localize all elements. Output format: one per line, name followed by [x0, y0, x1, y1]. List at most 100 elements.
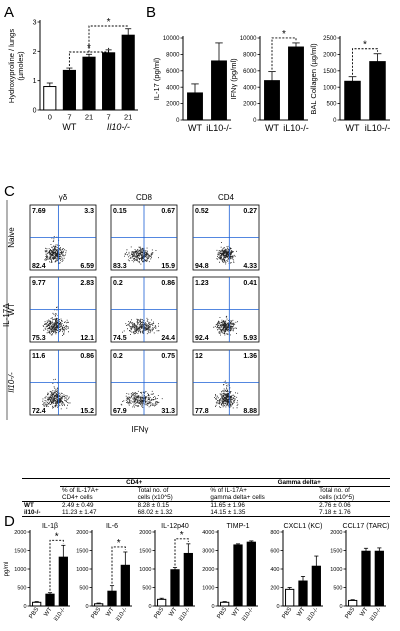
flow-cytometry-grid: γδ CD8 CD4 Naive WT Il10-/- IL-17A IFNγ 7.69 3.3 8…	[2, 193, 260, 434]
table-header: % of IL-17A+ CD4+ cells	[60, 486, 136, 502]
category-label: PBS	[281, 607, 293, 620]
category-label: PBS	[28, 607, 40, 620]
bar	[369, 61, 386, 121]
y-tick-label: 2000	[14, 530, 26, 536]
table-row: WT 2.49 ± 0.49 8.28 ± 0.15 11.65 ± 1.96 …	[22, 502, 390, 510]
significance-star: *	[107, 17, 111, 28]
quadrant-value: 3.3	[84, 208, 94, 215]
y-tick-label: 2000	[139, 530, 151, 536]
y-axis-title: Hydroxyproline / lungs	[7, 29, 16, 103]
y-tick-label: 1500	[76, 548, 88, 554]
y-tick-label: 0	[211, 604, 214, 610]
bar	[82, 56, 96, 111]
bar	[285, 588, 295, 607]
y-tick-label: 10000	[240, 36, 257, 42]
quadrant-value: 94.8	[195, 263, 209, 270]
y-tick-label: 1	[33, 78, 37, 85]
significance-bracket	[271, 37, 297, 70]
significance-bracket	[174, 538, 189, 566]
flow-events	[214, 380, 239, 409]
y-tick-label: 2	[33, 49, 37, 56]
flow-events	[120, 390, 163, 408]
y-tick-label: 400	[270, 567, 279, 573]
quadrant-value: 0.86	[80, 353, 94, 360]
y-tick-label: 0	[23, 604, 26, 610]
bar	[298, 580, 308, 607]
bar	[62, 69, 76, 111]
table-group-cd4: CD4+	[60, 478, 209, 487]
quadrant-value: 0.75	[161, 353, 175, 360]
bar	[102, 52, 116, 111]
category-label: il10-/-	[115, 607, 129, 623]
bar	[58, 556, 68, 607]
quadrant-value: 12.1	[80, 335, 94, 342]
bar	[32, 601, 42, 607]
quadrant-value: 1.36	[243, 353, 257, 360]
chart-title: IL-6	[106, 523, 118, 530]
column-label: CD8	[136, 193, 153, 202]
bar	[121, 34, 135, 111]
category-label: PBS	[344, 607, 356, 620]
bar	[183, 552, 193, 607]
y-tick-label: 0	[339, 604, 342, 610]
bar	[107, 590, 117, 607]
significance-star: *	[117, 538, 121, 549]
chart-il12p40: 0 500 1000 1500 2000 PBS WT il10-/- *IL-12p40	[139, 523, 195, 622]
significance-bracket	[49, 539, 64, 591]
table-header: Total no. of cells (x10^5)	[135, 486, 209, 502]
y-tick-label: 0	[176, 118, 180, 124]
category-label: il10-/-	[53, 607, 67, 623]
category-label: WT	[188, 123, 202, 133]
table-group-gd: Gamma delta+	[208, 478, 390, 487]
table-cell: 68.02 ± 1.32	[135, 509, 209, 517]
chart-il6: 0 500 1000 1500 2000 PBS WT il10-/- * IL-6	[76, 523, 132, 622]
chart-title: IL-12p40	[161, 523, 189, 530]
significance-bracket	[111, 546, 126, 584]
y-tick-label: 1000	[139, 567, 151, 573]
y-tick-label: 6000	[166, 69, 180, 75]
category-label: 7	[67, 113, 71, 122]
y-tick-label: 6000	[243, 69, 257, 75]
table-cell: il10-/-	[22, 509, 61, 517]
bar	[264, 80, 280, 121]
flow-events	[122, 317, 160, 335]
table-cell: 2.49 ± 0.49	[62, 502, 94, 509]
bar	[157, 598, 167, 607]
category-label: 0	[48, 113, 52, 122]
y-tick-label: 500	[79, 585, 88, 591]
flow-events	[213, 315, 238, 336]
category-label: il10-/-	[369, 607, 383, 623]
category-label: WT	[265, 123, 279, 133]
y-tick-label: 1000	[202, 585, 214, 591]
flow-events	[124, 246, 159, 265]
y-tick-label: 8000	[243, 53, 257, 59]
table-cell: 14.15 ± 1.35	[208, 509, 318, 517]
chart-title: CCL17 (TARC)	[343, 523, 390, 530]
chart-timp1: 0 1000 2000 3000 4000 PBS WT il10-/- TIMP-1	[202, 523, 258, 622]
table-cell: WT	[24, 502, 34, 509]
y-tick-label: 1500	[323, 69, 337, 75]
y-tick-label: 1500	[14, 548, 26, 554]
category-label: WT	[296, 606, 306, 617]
quadrant-value: 74.5	[113, 335, 127, 342]
chart-cxcl1: 0 200 400 600 800 PBS WT il10-/- CXCL1 (KC)	[270, 523, 323, 622]
y-tick-label: 4000	[166, 85, 180, 91]
panel-label-d: D	[4, 513, 15, 530]
quadrant-value: 7.69	[32, 208, 46, 215]
panel-label-a: A	[4, 4, 14, 21]
bar	[220, 601, 230, 607]
group-label: WT	[62, 122, 76, 132]
quadrant-value: 0.86	[161, 280, 175, 287]
significance-star: *	[363, 40, 367, 51]
category-label: PBS	[90, 607, 102, 620]
y-tick-label: 4000	[243, 85, 257, 91]
y-tick-label: 3000	[202, 548, 214, 554]
bar	[288, 46, 304, 121]
quadrant-value: 0.27	[243, 208, 257, 215]
y-tick-label: 0	[253, 118, 257, 124]
significance-bracket	[68, 47, 110, 67]
y-tick-label: 0	[85, 604, 88, 610]
chart-bal-collagen: 0 500 1000 1500 2000 2500 WT iL10-/- * BAL Collag…	[309, 36, 390, 133]
y-tick-label: 2500	[323, 36, 337, 42]
